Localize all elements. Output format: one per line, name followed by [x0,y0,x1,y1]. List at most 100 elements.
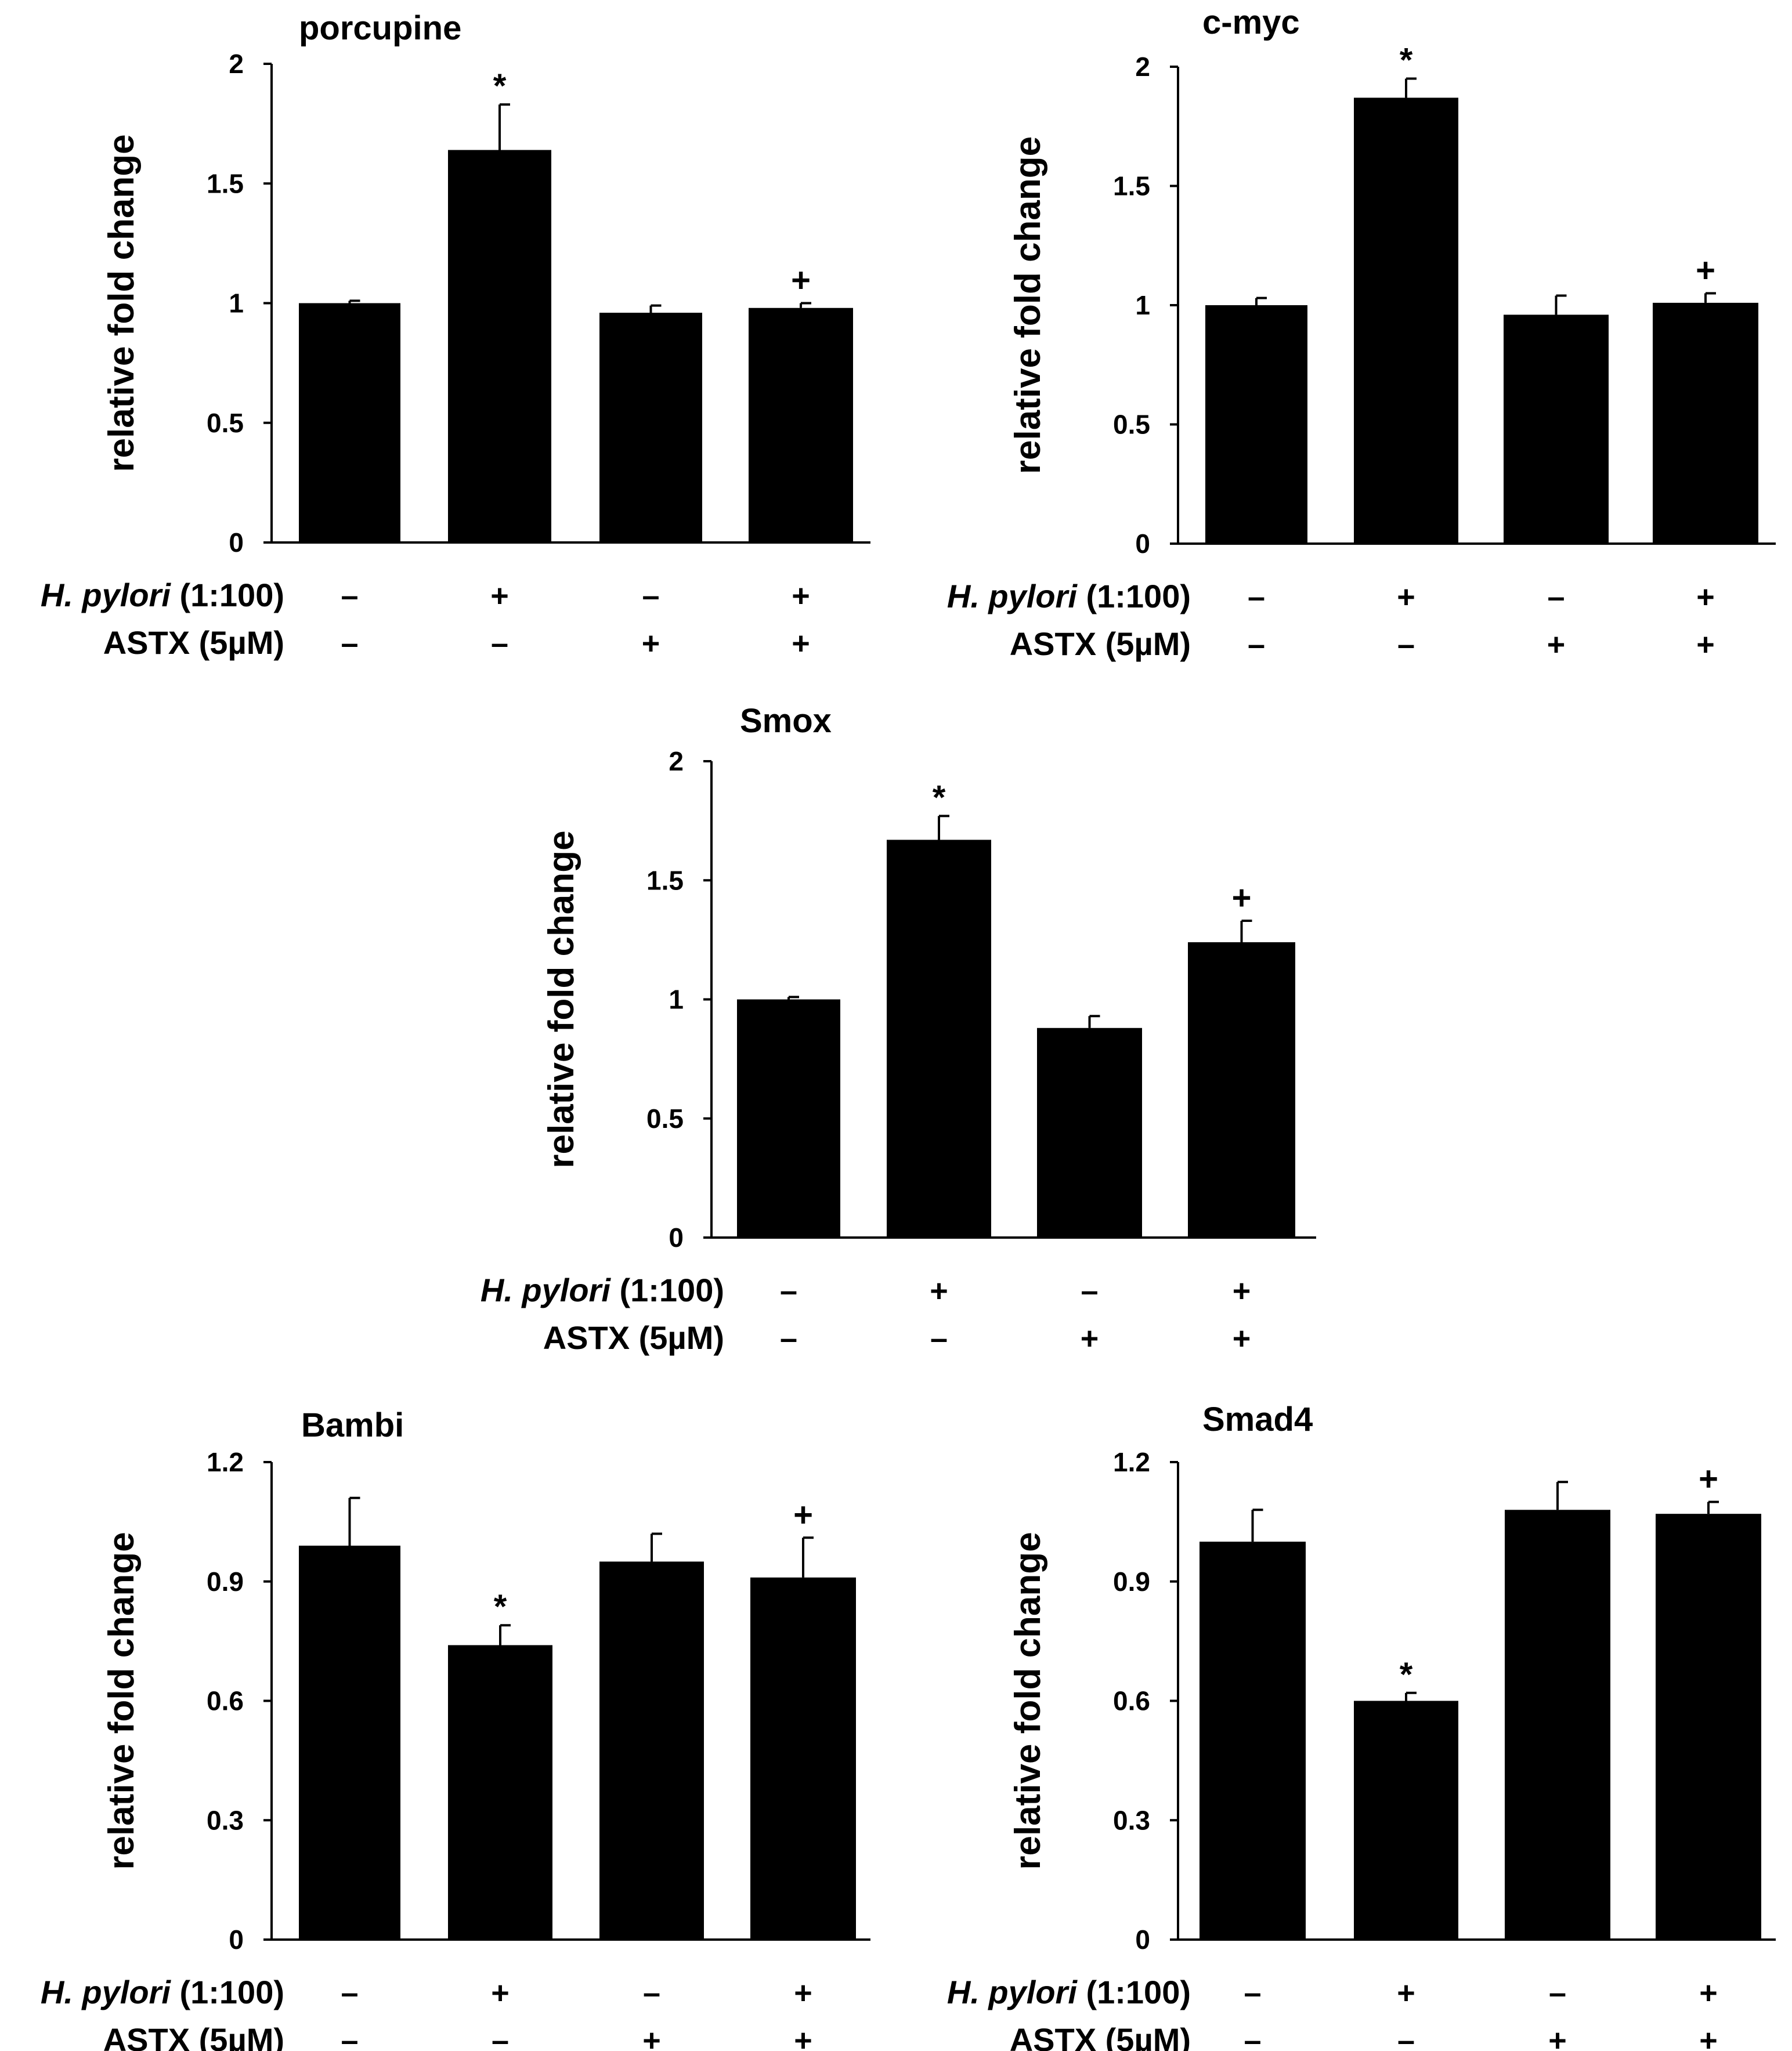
hpylori-condition-3: – [642,578,659,613]
y-tick-label: 0.3 [207,1805,244,1835]
chart-title: porcupine [299,9,461,47]
y-tick-label: 0 [229,1925,244,1955]
chart-panel-5: Smad4 relative fold change 0 0.3 0.6 0.9 1.2 * +… [947,1401,1776,2051]
bar [737,999,840,1238]
hpylori-condition-4: + [794,1976,812,2010]
hpylori-row-label: H. pylori (1:100) [947,578,1191,614]
chart-title: Bambi [301,1406,404,1444]
significance-asterisk: * [494,1588,507,1626]
hpylori-condition-4: + [1696,580,1715,614]
bar [749,308,853,542]
y-tick-label: 0 [229,527,244,558]
y-tick-label: 1.2 [207,1447,244,1477]
y-tick-label: 1 [229,288,244,319]
y-tick-label: 2 [229,49,244,79]
hpylori-name: H. pylori [480,1272,611,1308]
y-tick-label: 0.5 [207,408,244,438]
bar [1354,97,1458,544]
astx-condition-2: – [491,626,508,661]
chart-title: c-myc [1202,3,1300,41]
bar [448,1645,552,1940]
y-tick-label: 0.9 [1113,1567,1150,1597]
hpylori-row-label: H. pylori (1:100) [947,1974,1191,2010]
chart-panel-4: Bambi relative fold change 0 0.3 0.6 0.9 1.2 * +… [41,1406,870,2051]
y-tick-label: 1.2 [1113,1447,1150,1477]
hpylori-ratio: (1:100) [610,1272,724,1308]
y-tick-label: 0 [669,1222,684,1253]
y-tick-label: 2 [1135,52,1150,82]
y-axis-label: relative fold change [1008,136,1048,474]
chart-panel-2: c-myc relative fold change 0 0.5 1 1.5 2 * + H. p… [947,3,1776,662]
significance-plus: + [793,1496,813,1533]
astx-row-label: ASTX (5µM) [1010,625,1191,662]
astx-condition-3: + [1547,627,1566,662]
hpylori-ratio: (1:100) [171,1974,284,2010]
bar [299,1546,400,1940]
hpylori-condition-1: – [1244,1976,1261,2010]
y-tick-label: 1.5 [646,865,684,895]
astx-condition-2: – [492,2023,509,2051]
hpylori-name: H. pylori [947,578,1078,614]
bar [1200,1542,1306,1940]
significance-asterisk: * [1400,42,1413,79]
hpylori-name: H. pylori [947,1974,1078,2010]
bar [887,840,991,1238]
y-tick-label: 2 [669,746,684,776]
chart-panel-3: Smox relative fold change 0 0.5 1 1.5 2 * + H. py… [480,702,1316,1356]
y-tick-label: 0.5 [646,1104,684,1134]
bar [1504,314,1609,544]
bar [1354,1701,1458,1940]
bar [1653,302,1758,544]
astx-condition-3: + [642,626,660,661]
astx-row-label: ASTX (5µM) [103,624,284,661]
bar [1037,1028,1142,1238]
y-axis-label: relative fold change [1008,1532,1048,1869]
hpylori-condition-4: + [1699,1976,1718,2010]
hpylori-condition-4: + [1233,1274,1251,1308]
y-tick-label: 1 [669,985,684,1015]
hpylori-condition-2: + [930,1274,948,1308]
y-tick-label: 0.6 [207,1686,244,1716]
hpylori-condition-3: – [1549,1976,1566,2010]
astx-condition-4: + [1699,2023,1718,2051]
y-tick-label: 0.9 [207,1567,244,1597]
hpylori-condition-4: + [792,578,810,613]
astx-condition-1: – [341,626,358,661]
hpylori-ratio: (1:100) [1077,1974,1191,2010]
astx-condition-3: + [1548,2023,1567,2051]
astx-condition-3: + [1081,1321,1099,1356]
significance-asterisk: * [1400,1656,1413,1694]
astx-row-label: ASTX (5µM) [1010,2021,1191,2051]
astx-condition-2: – [1397,627,1415,662]
significance-plus: + [1232,879,1252,917]
hpylori-row-label: H. pylori (1:100) [41,1974,284,2010]
y-tick-label: 1 [1135,290,1150,320]
hpylori-condition-1: – [341,578,358,613]
bar [448,150,551,542]
bar [1188,942,1295,1238]
hpylori-name: H. pylori [41,1974,171,2010]
hpylori-row-label: H. pylori (1:100) [41,577,284,613]
astx-condition-1: – [1244,2023,1261,2051]
y-tick-label: 0.5 [1113,410,1150,440]
y-axis-label: relative fold change [102,1532,142,1869]
astx-condition-3: + [642,2023,661,2051]
bar [750,1577,856,1940]
hpylori-condition-2: + [490,578,509,613]
astx-condition-4: + [794,2023,812,2051]
hpylori-condition-2: + [491,1976,510,2010]
chart-title: Smad4 [1202,1401,1313,1438]
bar [299,303,400,542]
significance-plus: + [1696,251,1715,289]
hpylori-row-label: H. pylori (1:100) [480,1272,724,1308]
astx-condition-4: + [1696,627,1715,662]
bar [1205,305,1307,544]
astx-condition-4: + [1233,1321,1251,1356]
y-tick-label: 1.5 [1113,171,1150,201]
hpylori-ratio: (1:100) [1077,578,1191,614]
bar [599,1561,704,1940]
hpylori-condition-2: + [1397,1976,1415,2010]
hpylori-condition-1: – [780,1274,797,1308]
hpylori-condition-3: – [643,1976,660,2010]
